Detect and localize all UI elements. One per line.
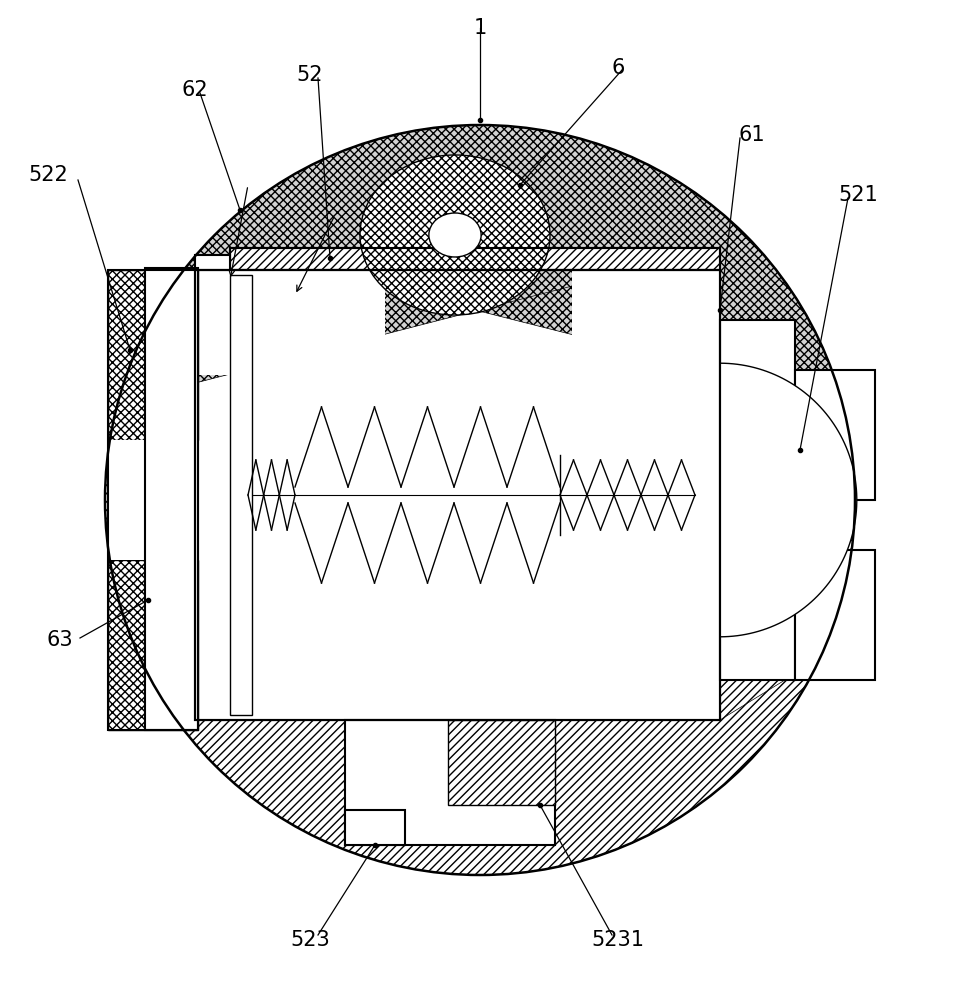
Polygon shape bbox=[118, 125, 842, 403]
Text: 522: 522 bbox=[28, 165, 68, 185]
Bar bbox=[572, 270, 720, 375]
Bar bbox=[195, 270, 720, 375]
Polygon shape bbox=[105, 270, 195, 720]
Polygon shape bbox=[108, 125, 852, 448]
Bar bbox=[720, 320, 795, 680]
Circle shape bbox=[105, 125, 855, 875]
Bar bbox=[230, 248, 720, 270]
Bar bbox=[230, 275, 252, 715]
Bar bbox=[195, 270, 720, 720]
Polygon shape bbox=[720, 320, 856, 680]
Bar bbox=[345, 810, 405, 845]
Bar bbox=[448, 720, 555, 805]
Bar bbox=[108, 270, 198, 730]
Text: 1: 1 bbox=[474, 18, 486, 38]
Bar bbox=[195, 255, 230, 270]
Bar bbox=[345, 720, 555, 845]
Bar bbox=[108, 270, 198, 440]
Bar bbox=[145, 268, 198, 730]
Bar bbox=[108, 440, 198, 560]
Bar bbox=[795, 370, 875, 500]
Text: 523: 523 bbox=[291, 930, 330, 950]
Bar bbox=[195, 270, 720, 720]
Text: 63: 63 bbox=[47, 630, 73, 650]
Polygon shape bbox=[720, 270, 855, 720]
Text: 6: 6 bbox=[611, 58, 624, 78]
Polygon shape bbox=[108, 552, 852, 875]
Text: 61: 61 bbox=[738, 125, 765, 145]
Ellipse shape bbox=[429, 213, 481, 257]
Bar bbox=[230, 248, 720, 270]
Bar bbox=[795, 550, 875, 680]
Text: 62: 62 bbox=[181, 80, 208, 100]
Bar bbox=[195, 270, 720, 720]
Bar bbox=[195, 270, 720, 720]
Text: 521: 521 bbox=[838, 185, 877, 205]
Ellipse shape bbox=[360, 155, 550, 315]
Text: 52: 52 bbox=[296, 65, 323, 85]
Text: 5231: 5231 bbox=[592, 930, 644, 950]
Bar bbox=[108, 560, 198, 730]
Bar bbox=[195, 270, 385, 375]
